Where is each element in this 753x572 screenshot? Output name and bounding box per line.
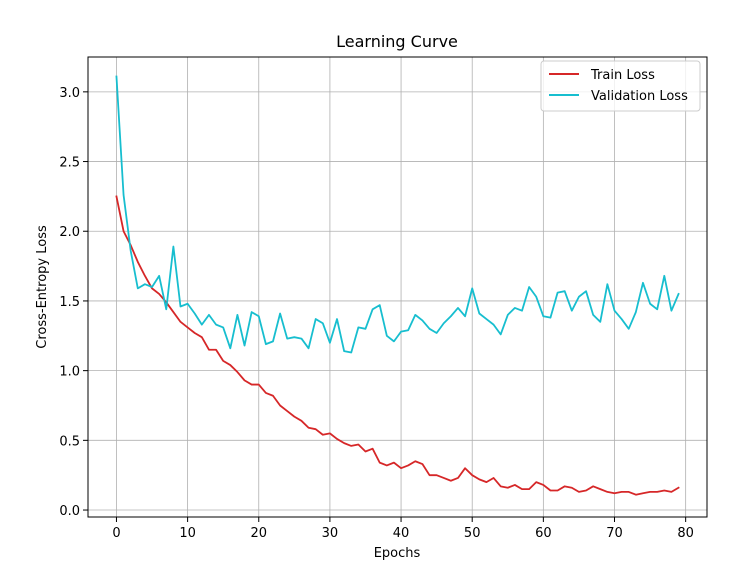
plot-frame [87, 56, 708, 518]
y-tick-label: 1.0 [59, 365, 80, 380]
x-tick-label: 40 [393, 526, 410, 541]
y-tick-label: 2.0 [59, 225, 80, 240]
series-lines [115, 75, 680, 496]
y-tick-label: 2.5 [59, 156, 80, 171]
y-tick-label: 0.0 [59, 504, 80, 519]
legend: Train Loss Validation Loss [540, 60, 701, 112]
chart-title: Learning Curve [336, 32, 458, 51]
x-tick-label: 60 [535, 526, 552, 541]
x-tick-label: 0 [112, 526, 120, 541]
x-tick-label: 50 [464, 526, 481, 541]
x-tick-label: 30 [322, 526, 339, 541]
y-tick-label: 0.5 [59, 434, 80, 449]
y-axis-label: Cross-Entropy Loss [35, 225, 50, 349]
x-tick-label: 80 [677, 526, 694, 541]
series-line-train-loss [115, 195, 680, 496]
legend-label-validation-loss: Validation Loss [591, 89, 688, 104]
x-tick-label: 70 [606, 526, 623, 541]
y-tick-label: 3.0 [59, 86, 80, 101]
series-line-validation-loss [115, 75, 680, 354]
y-axis-ticks: 0.0 0.5 1.0 1.5 2.0 2.5 3.0 [59, 86, 88, 519]
x-tick-label: 10 [179, 526, 196, 541]
x-axis-label: Epochs [374, 546, 421, 561]
y-tick-label: 1.5 [59, 295, 80, 310]
x-axis-ticks: 0 10 20 30 40 50 60 70 80 [112, 517, 694, 541]
legend-label-train-loss: Train Loss [590, 68, 655, 83]
x-tick-label: 20 [250, 526, 267, 541]
legend-box [540, 60, 701, 112]
grid-lines [88, 57, 707, 517]
